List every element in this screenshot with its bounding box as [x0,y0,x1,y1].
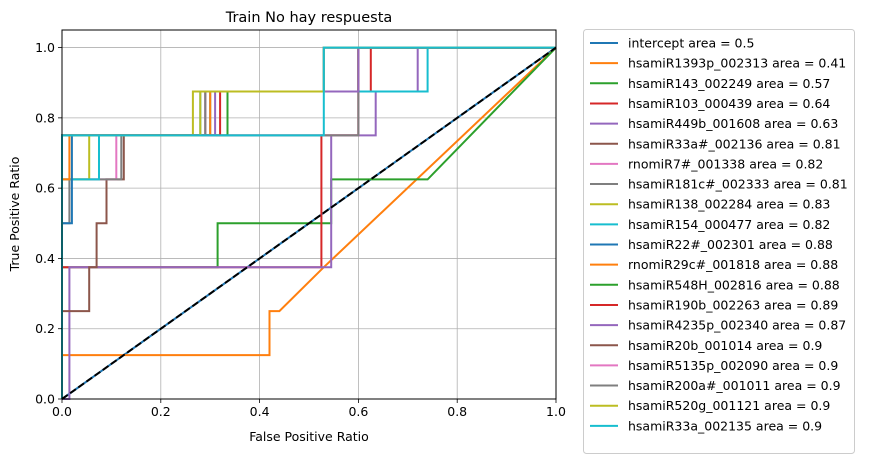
plot-frame [61,29,557,400]
legend-label-18: hsamiR520g_001121 area = 0.9 [628,398,830,413]
y-tick-label: 0.6 [35,181,55,196]
reference-line [61,46,557,400]
legend-label-8: hsamiR138_002284 area = 0.83 [628,197,830,212]
legend-label-6: rnomiR7#_001338 area = 0.82 [628,156,823,171]
y-tick-label: 0.4 [35,251,55,266]
legend-label-7: hsamiR181c#_002333 area = 0.81 [628,177,848,192]
x-tick-label: 0.2 [151,404,171,419]
legend-label-13: hsamiR190b_002263 area = 0.89 [628,297,838,312]
y-tick-label: 0.8 [35,110,55,125]
y-tick-label: 0.2 [35,321,55,336]
legend-label-15: hsamiR20b_001014 area = 0.9 [628,338,822,353]
legend-label-5: hsamiR33a#_002136 area = 0.81 [628,136,841,151]
legend-label-12: hsamiR548H_002816 area = 0.88 [628,277,840,292]
legend-label-3: hsamiR103_000439 area = 0.64 [628,96,830,111]
series-lines [61,46,557,400]
legend-label-4: hsamiR449b_001608 area = 0.63 [628,116,838,131]
x-tick-label: 0.8 [447,404,467,419]
legend-label-16: hsamiR5135p_002090 area = 0.9 [628,358,838,373]
x-tick-label: 0.6 [348,404,368,419]
legend-label-0: intercept area = 0.5 [628,36,754,51]
legend: intercept area = 0.5 hsamiR1393p_002313 a… [583,29,855,454]
legend-box [583,29,855,454]
x-tick-label: 1.0 [546,404,566,419]
y-tick-label: 0.0 [35,392,55,407]
grid [61,30,557,400]
legend-label-9: hsamiR154_000477 area = 0.82 [628,217,830,232]
x-tick-label: 0.4 [250,404,270,419]
legend-label-10: hsamiR22#_002301 area = 0.88 [628,237,833,252]
y-tick-label: 1.0 [35,40,55,55]
legend-label-17: hsamiR200a#_001011 area = 0.9 [628,378,841,393]
axis-ticks: 0.0 0.2 0.4 0.6 0.8 1.0 0.0 0.2 0.4 0.6 0.8 1.0 [35,40,566,419]
legend-label-2: hsamiR143_002249 area = 0.57 [628,76,830,91]
legend-label-1: hsamiR1393p_002313 area = 0.41 [628,56,846,71]
y-axis-title: True Positive Ratio [7,157,22,273]
chart-title: Train No hay respuesta [225,10,393,26]
x-axis-title: False Positive Ratio [249,429,369,444]
legend-label-14: hsamiR4235p_002340 area = 0.87 [628,318,846,333]
legend-label-11: rnomiR29c#_001818 area = 0.88 [628,257,838,272]
x-tick-label: 0.0 [52,404,72,419]
legend-label-19: hsamiR33a_002135 area = 0.9 [628,418,822,433]
